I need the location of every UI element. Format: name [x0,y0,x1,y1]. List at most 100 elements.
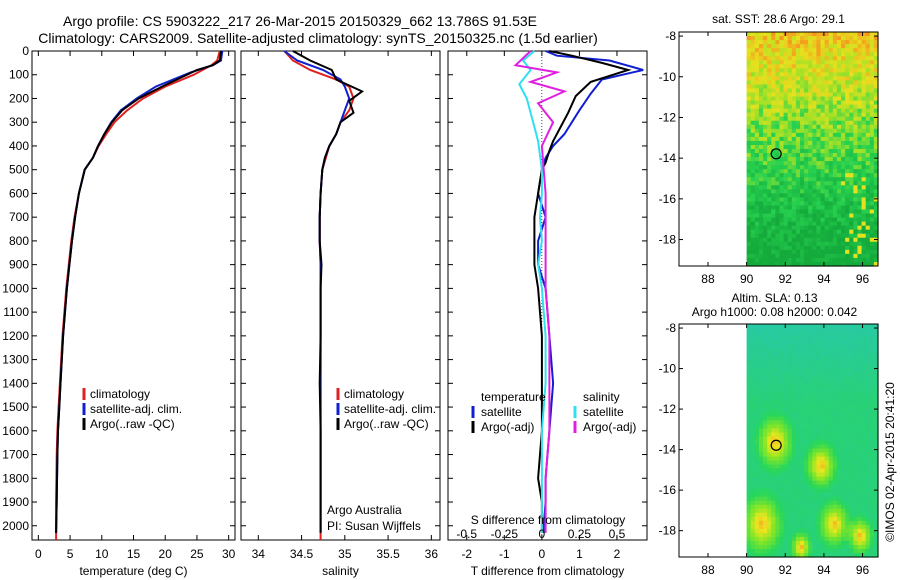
sst_map-cell [861,108,867,114]
sst_map-cell [754,201,760,207]
sst_map-cell [873,120,879,126]
sla_map-cell [758,536,764,542]
sla_map-cell [812,520,818,526]
sst_map-cell [746,92,752,98]
sst_map-cell [865,48,871,53]
sla_map-cell [824,368,830,373]
sst_map-cell [746,36,752,41]
sst_map-cell [754,52,760,57]
sla_map-cell [869,448,875,454]
sla_map-cell [771,500,776,506]
sla_map-cell [795,328,801,333]
sst_map-cell [845,144,850,150]
sst_map-cell [853,52,859,57]
sst_map-cell [857,153,863,158]
sst_map-cell [754,205,760,211]
sla_map-cell [853,512,859,518]
sla_map-cell [775,552,781,558]
sla_map-cell [763,552,768,558]
sst_map-cell [767,60,772,65]
sst_map-cell [771,56,776,61]
sla_map-cell [775,388,781,393]
diff-s-tick-label: 0.5 [609,527,626,541]
sst_map-cell [763,213,768,219]
sla_map-cell [779,336,785,341]
sla_map-cell [779,492,785,498]
sla_map-cell [779,548,785,554]
sla_map-cell [746,356,752,361]
sla_map-cell [791,480,797,486]
sst_map-cell [836,189,842,194]
sst_map-cell [824,84,830,90]
sla_map-cell [799,508,805,514]
sla_map-cell [816,436,822,442]
sst_map-cell [746,161,752,166]
sla_map-cell [779,532,785,538]
sst_map-cell [845,100,850,106]
sla_map-cell [787,340,793,345]
sst_map-cell [865,185,871,190]
sst_map-cell [845,64,850,69]
sst_map-cell [750,221,756,227]
sst_map-cell [779,241,785,247]
sst_map-cell [763,104,768,110]
sst_map-cell [804,128,809,134]
sla_map-cell [779,512,785,518]
sla_map-cell [771,352,776,357]
sst_map-cell [771,221,776,227]
sst_map-cell [820,132,826,138]
sst_map-cell [779,68,785,73]
sla_map-cell [799,544,805,550]
sla_map-cell [865,528,871,534]
sst_map-cell [746,144,752,150]
sla_map-cell [758,512,764,518]
sla_map-cell [836,480,842,486]
sla_map-cell [824,352,830,357]
sst_map-cell [828,72,834,77]
sst_map-cell [841,185,846,190]
sst_map-cell [787,229,793,235]
sla_map-cell [775,508,781,514]
sla_map-cell [808,332,813,337]
sla_map-cell [787,464,793,470]
sla_map-cell [783,532,789,538]
sst_map-cell [771,245,776,251]
sla_map-cell [857,484,863,490]
sla_map-cell [771,416,776,422]
sla_map-cell [763,332,768,337]
sst_map-cell [869,181,875,186]
sla_map-cell [791,544,797,550]
sst_map-cell [808,112,813,118]
sst_map-cell [799,205,805,211]
sla_map-cell [804,404,809,409]
sla_map-cell [841,344,846,349]
sla_map-cell [763,360,768,365]
sla_map-cell [865,412,871,417]
sla_map-cell [763,328,768,333]
sst_map-cell [873,140,879,146]
sla_map-cell [816,508,822,514]
sst_map-cell [857,124,863,130]
sst_map-cell [754,144,760,150]
sst_map-cell [845,44,850,49]
sst_map-cell [828,197,834,203]
sla_map-cell [791,392,797,397]
sst_map-cell [816,84,822,90]
sla_map-cell [783,352,789,357]
sst_map-cell [832,64,838,69]
sst_map-cell [812,189,818,194]
sst_map-cell [824,108,830,114]
depth-tick-label: 400 [9,139,29,153]
sla_map-cell [812,540,818,546]
sla_map-cell [795,360,801,365]
sla_map-cell [763,548,768,554]
sst_map-cell [746,52,752,57]
sst_map-cell [795,161,801,166]
sla_map-cell [787,532,793,538]
sla_map-cell [832,552,838,558]
sst_map-cell [836,72,842,77]
sla_map-cell [812,384,818,389]
sla_map-cell [857,456,863,462]
sla_map-cell [775,348,781,353]
sst_map-cell [750,64,756,69]
